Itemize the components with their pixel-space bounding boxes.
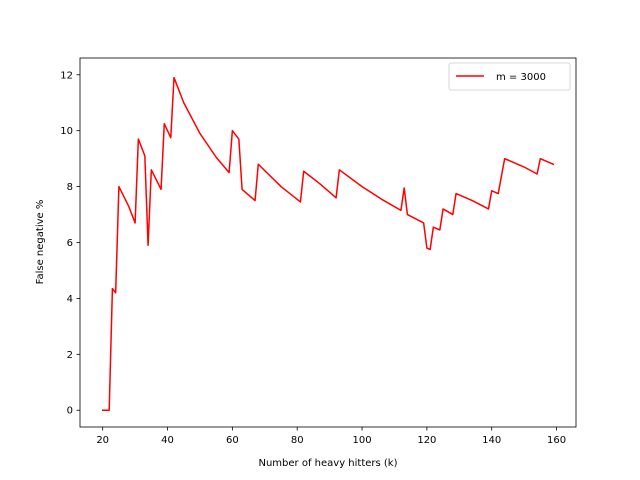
x-tick-label: 160 bbox=[547, 435, 566, 446]
legend-label: m = 3000 bbox=[496, 72, 546, 83]
x-tick-label: 20 bbox=[96, 435, 109, 446]
series-layer bbox=[101, 76, 555, 411]
plot-area-background bbox=[80, 58, 576, 427]
x-axis-ticks: 20 40 60 80 100 120 140 160 bbox=[96, 427, 566, 446]
y-tick-label: 0 bbox=[67, 406, 73, 417]
legend-box bbox=[448, 62, 571, 91]
x-tick-label: 120 bbox=[417, 435, 436, 446]
x-tick-label: 60 bbox=[226, 435, 239, 446]
y-tick-label: 6 bbox=[67, 238, 73, 249]
x-axis-label: Number of heavy hitters (k) bbox=[258, 458, 397, 469]
y-tick-label: 8 bbox=[67, 182, 73, 193]
y-axis-ticks: 0 2 4 6 8 10 12 bbox=[60, 70, 80, 417]
y-tick-label: 2 bbox=[67, 350, 73, 361]
x-tick-label: 140 bbox=[482, 435, 501, 446]
y-tick-label: 10 bbox=[60, 126, 73, 137]
y-tick-label: 4 bbox=[67, 294, 73, 305]
x-tick-label: 100 bbox=[352, 435, 371, 446]
series-line bbox=[101, 76, 555, 411]
x-tick-label: 40 bbox=[161, 435, 174, 446]
y-tick-label: 12 bbox=[60, 70, 73, 81]
legend: m = 3000 bbox=[448, 62, 571, 91]
x-tick-label: 80 bbox=[291, 435, 304, 446]
y-axis-label: False negative % bbox=[35, 200, 46, 285]
